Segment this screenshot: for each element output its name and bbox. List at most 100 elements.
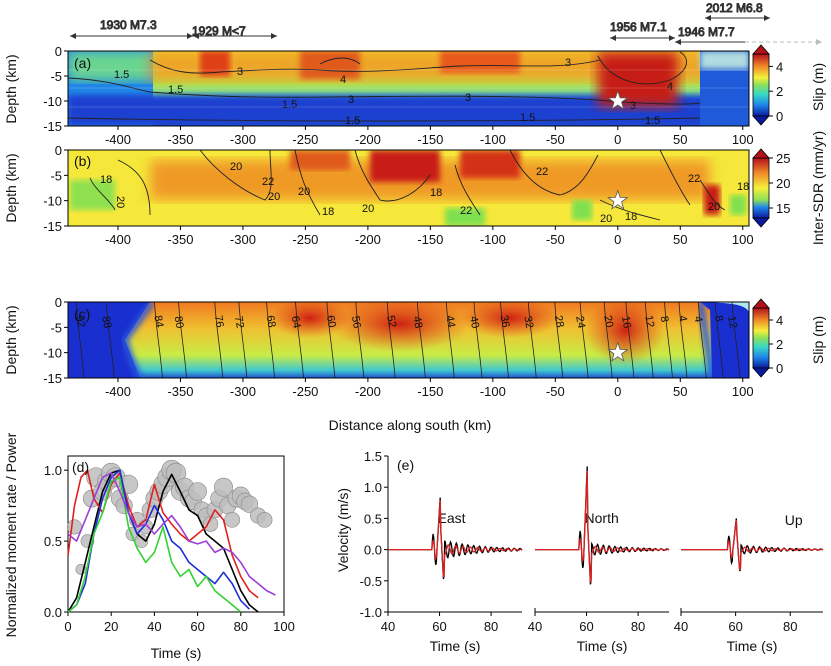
power-circle [224,511,241,528]
rupture-contour [266,302,275,378]
y-tick-label: -5 [50,168,62,183]
rupture-contour-label: 64 [289,315,303,329]
rupture-contour-label: 88 [99,315,113,329]
x-tick-label: -300 [230,232,256,247]
panel-c-label: (c) [74,306,90,322]
x-tick-label: -50 [546,384,565,399]
y-tick-label: 0.5 [44,534,62,549]
rupture-contour-label: 60 [324,314,338,328]
rupture-contour-label: 20 [601,314,615,328]
x-tick-label: -350 [167,384,193,399]
rupture-contour-label: 8 [658,315,671,323]
svg-text:1.5: 1.5 [282,99,297,111]
x-tick-label: -200 [355,384,381,399]
x-tick-label: -300 [230,132,256,147]
x-tick-label: -150 [417,232,443,247]
y-tick-label: 1.0 [364,480,382,495]
waveform-xlabel: Time (s) [727,638,778,654]
rupture-contour [678,302,688,378]
hypocenter-star-c [607,341,629,362]
svg-text:22: 22 [688,173,700,185]
hypocenter-star-b [607,189,629,210]
panel-c-slip-model: 92 88 84 80 76 72 68 64 60 56 52 48 44 40 36 32 28 24 20 16… [3,295,826,433]
svg-text:18: 18 [100,174,112,186]
waveform-xlabel: Time (s) [577,638,628,654]
colorbar-tick-label: 0 [776,109,783,124]
y-tick-label: -10 [43,194,62,209]
colorbar-tick-label: 4 [776,313,783,328]
rupture-contour [697,302,707,378]
x-tick-label: 50 [673,132,687,147]
panel-d-moment-rate: (d) Normalized moment rate / Power Time … [3,432,295,661]
power-circle [214,477,233,497]
x-tick-label: 40 [528,619,542,634]
x-tick-label: -200 [355,132,381,147]
panel-a-ylabel: Depth (km) [3,54,19,123]
x-tick-label: 50 [673,232,687,247]
x-tick-label: -300 [230,384,256,399]
rupture-contour [355,302,365,378]
rupture-contour-label: 92 [73,314,87,328]
colorbar-tick-label: 4 [776,59,783,74]
rupture-contour-label: 84 [151,314,165,328]
moment-rate-line-black [67,469,259,613]
svg-text:20: 20 [230,161,242,173]
rupture-contour [178,302,187,378]
rupture-contour-label: 4 [676,314,689,322]
x-tick-label: -100 [480,384,506,399]
panel-b-ylabel: Depth (km) [3,153,19,222]
x-tick-label: 40 [147,619,161,634]
y-tick-label: 0.0 [44,605,62,620]
panel-c-colorbar-label: Slip (m) [810,316,826,364]
x-tick-label: 50 [673,384,687,399]
waveform-synthetic-north [535,470,669,583]
rupture-contour [500,302,509,378]
panel-c-colorbar [752,307,770,369]
colorbar-tick-label: 15 [776,201,790,216]
rupture-contour-label: 56 [349,315,363,329]
svg-text:18: 18 [625,211,637,223]
power-circle [188,482,207,501]
x-tick-label: -400 [105,132,131,147]
panel-c-y-ticks: 0 -5 -10 -15 [43,295,68,386]
rupture-contour-label: 68 [264,314,278,328]
waveform-title-north: North [585,510,619,526]
x-tick-label: 0 [64,619,71,634]
x-tick-label: -350 [167,232,193,247]
waveform-synthetic-up [681,519,823,571]
moment-rate-line-blue [67,469,250,613]
rupture-contour [326,302,336,378]
y-tick-label: -15 [43,219,62,234]
x-tick-label: 60 [432,619,446,634]
x-tick-label: -200 [355,232,381,247]
x-tick-label: 100 [273,619,295,634]
svg-text:4: 4 [340,74,346,86]
panel-b-label: (b) [74,153,91,169]
annotation-1946: 1946 M7.7 [678,25,735,39]
x-tick-label: -250 [292,384,318,399]
waveform-title-up: Up [785,512,803,528]
x-tick-label: 60 [579,619,593,634]
panel-a-colorbar [752,53,770,117]
y-tick-label: 0.0 [364,543,382,558]
x-tick-label: -50 [546,132,565,147]
rupture-contour-label: 12 [642,314,656,328]
x-tick-label: 60 [190,619,204,634]
svg-text:4: 4 [667,81,673,93]
hypocenter-star-a [607,89,629,111]
panel-b-x-ticks: -400 -350 -300 -250 -200 -150 -100 -50 0 50 100 [105,226,754,247]
rupture-contour-label: 16 [619,315,633,329]
svg-text:20: 20 [268,191,280,203]
rupture-contour [105,302,115,378]
x-tick-label: 80 [783,619,797,634]
x-tick-label: 60 [728,619,742,634]
rupture-contour-label: 44 [443,314,457,328]
x-tick-label: 80 [484,619,498,634]
rupture-contour-label: 48 [410,315,424,329]
x-tick-label: -150 [417,132,443,147]
moment-rate-line-purple [67,472,276,596]
x-tick-label: -100 [480,232,506,247]
y-tick-label: -5 [50,69,62,84]
y-tick-label: 0.5 [364,511,382,526]
